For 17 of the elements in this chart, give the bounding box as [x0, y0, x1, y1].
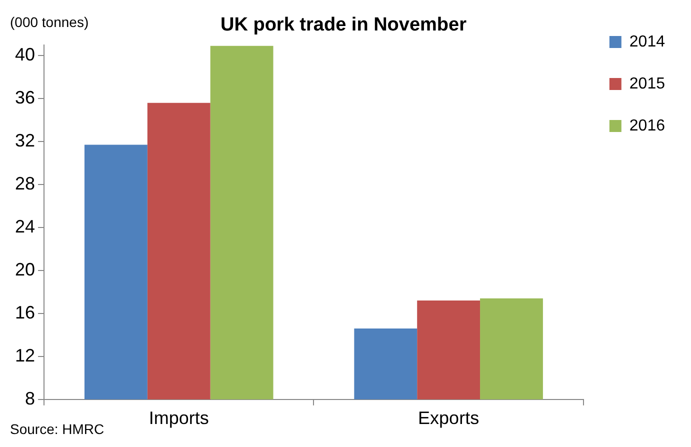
- source-note: Source: HMRC: [10, 420, 104, 437]
- y-tick-label: 24: [14, 216, 36, 236]
- y-tick-label: 36: [14, 87, 36, 108]
- y-tick-label: 12: [14, 345, 36, 366]
- chart-title: UK pork trade in November: [220, 14, 468, 36]
- legend-label: 2016: [629, 117, 666, 134]
- x-tick-label: Imports: [148, 408, 209, 428]
- y-tick-label: 16: [14, 302, 36, 322]
- x-tick-label: Exports: [418, 408, 480, 428]
- y-tick-label: 8: [25, 388, 36, 408]
- y-tick-label: 40: [14, 44, 36, 65]
- y-tick-label: 20: [14, 259, 36, 280]
- y-tick-label: 28: [14, 173, 36, 194]
- y-axis-title: (000 tonnes): [10, 14, 89, 30]
- y-tick-label: 32: [14, 130, 36, 150]
- legend-label: 2015: [629, 75, 666, 92]
- legend-label: 2014: [629, 33, 666, 50]
